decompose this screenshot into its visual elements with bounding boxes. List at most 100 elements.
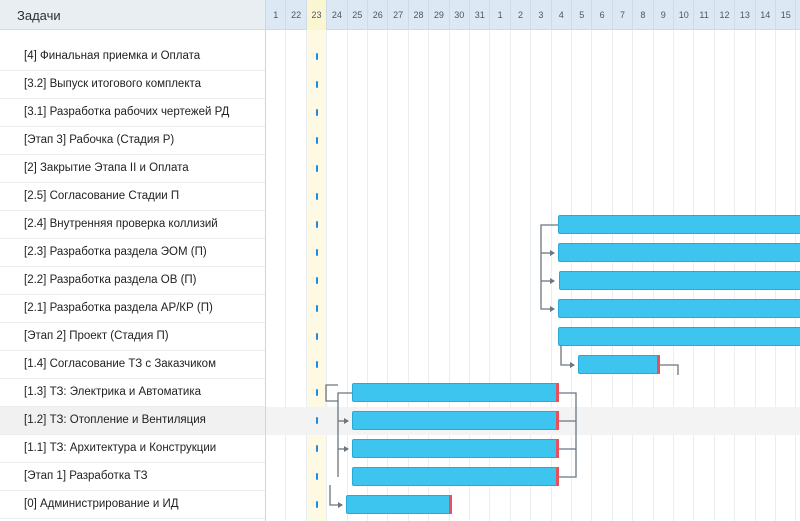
day-label: 7 (613, 0, 634, 30)
today-marker (315, 221, 318, 228)
today-marker (315, 53, 318, 60)
grid-column-line (346, 30, 348, 521)
gantt-bar[interactable] (352, 411, 559, 430)
task-row[interactable]: [Этап 1] Разработка ТЗ (0, 463, 265, 491)
gantt-bar[interactable] (558, 215, 800, 234)
day-label: 16 (796, 0, 800, 30)
task-label: [4] Финальная приемка и Оплата (24, 50, 201, 62)
grid-column-line (407, 30, 409, 521)
task-label: [3.2] Выпуск итогового комплекта (24, 78, 202, 90)
day-label: 13 (735, 0, 756, 30)
day-label: 28 (409, 0, 430, 30)
task-label: [2.4] Внутренняя проверка коллизий (24, 218, 218, 230)
task-row[interactable]: [3.1] Разработка рабочих чертежей РД (0, 99, 265, 127)
task-row[interactable]: [1.1] ТЗ: Архитектура и Конструкции (0, 435, 265, 463)
today-column (306, 30, 328, 521)
today-marker (315, 249, 318, 256)
task-label: [2.5] Согласование Стадии П (24, 190, 180, 202)
day-label: 10 (674, 0, 695, 30)
task-row[interactable]: [1.2] ТЗ: Отопление и Вентиляция (0, 407, 265, 435)
grid-column-line (489, 30, 491, 521)
task-row[interactable]: [1.4] Согласование ТЗ с Заказчиком (0, 351, 265, 379)
task-label: [2.1] Разработка раздела АР/КР (П) (24, 302, 213, 314)
task-row[interactable]: [3.2] Выпуск итогового комплекта (0, 71, 265, 99)
gantt-bar[interactable] (352, 383, 559, 402)
task-list-header[interactable]: Задачи (0, 0, 265, 30)
day-label: 4 (552, 0, 572, 30)
today-marker (315, 389, 318, 396)
task-row[interactable]: [Этап 2] Проект (Стадия П) (0, 323, 265, 351)
day-label: 25 (348, 0, 368, 30)
task-row[interactable]: [2.1] Разработка раздела АР/КР (П) (0, 295, 265, 323)
task-label: [1.4] Согласование ТЗ с Заказчиком (24, 358, 216, 370)
dependency-link (540, 224, 558, 310)
day-label: 6 (592, 0, 613, 30)
day-label: 2 (511, 0, 532, 30)
task-label: [2.2] Разработка раздела ОВ (П) (24, 274, 197, 286)
gantt-bar[interactable] (559, 271, 800, 290)
task-row[interactable]: [2.5] Согласование Стадии П (0, 183, 265, 211)
task-row[interactable]: [2] Закрытие Этапа II и Оплата (0, 155, 265, 183)
task-label: [2] Закрытие Этапа II и Оплата (24, 162, 189, 174)
timeline-header: 1 22 23 24 25 26 27 28 29 30 31 1 2 3 4 5 6 7 8 9 10 11 12 13 14… (266, 0, 800, 30)
bar-deadline-marker (556, 383, 559, 402)
gantt-bar[interactable] (578, 355, 660, 374)
today-marker (315, 81, 318, 88)
task-row[interactable]: [2.2] Разработка раздела ОВ (П) (0, 267, 265, 295)
grid-column-line (428, 30, 430, 521)
dependency-link (559, 392, 577, 478)
task-list-header-label: Задачи (17, 8, 61, 23)
task-label: [0] Администрирование и ИД (24, 498, 179, 510)
day-label: 8 (633, 0, 654, 30)
gantt-bar[interactable] (352, 467, 559, 486)
today-marker (315, 445, 318, 452)
day-label: 22 (286, 0, 307, 30)
day-label: 30 (450, 0, 470, 30)
today-marker (315, 473, 318, 480)
dependency-link (337, 392, 352, 477)
today-marker (315, 361, 318, 368)
dependency-link (329, 485, 342, 506)
gantt-bar[interactable] (558, 327, 800, 346)
bar-deadline-marker (556, 411, 559, 430)
task-row[interactable]: [Этап 3] Рабочка (Стадия Р) (0, 127, 265, 155)
task-label: [1.2] ТЗ: Отопление и Вентиляция (24, 414, 206, 426)
grid-column-line (448, 30, 450, 521)
task-label: [1.3] ТЗ: Электрика и Автоматика (24, 386, 202, 398)
task-panel: Задачи [4] Финальная приемка и Оплата [3.… (0, 0, 265, 521)
day-label: 11 (694, 0, 715, 30)
bar-deadline-marker (556, 439, 559, 458)
gantt-bar[interactable] (558, 243, 800, 262)
day-label: 9 (654, 0, 674, 30)
today-marker (315, 193, 318, 200)
gantt-bar[interactable] (346, 495, 452, 514)
day-label: 24 (327, 0, 348, 30)
task-row[interactable]: [4] Финальная приемка и Оплата (0, 43, 265, 71)
dependency-link (325, 384, 338, 402)
bar-deadline-marker (556, 467, 559, 486)
task-row[interactable]: [0] Администрирование и ИД (0, 491, 265, 519)
day-label: 1 (266, 0, 287, 30)
day-label: 29 (429, 0, 450, 30)
day-label: 5 (572, 0, 593, 30)
task-row[interactable]: [2.3] Разработка раздела ЭОМ (П) (0, 239, 265, 267)
grid-column-line (305, 30, 307, 521)
task-row[interactable]: [1.3] ТЗ: Электрика и Автоматика (0, 379, 265, 407)
gantt-bar[interactable] (352, 439, 559, 458)
gantt-bar[interactable] (558, 299, 800, 318)
task-row[interactable]: [2.4] Внутренняя проверка коллизий (0, 211, 265, 239)
today-marker (315, 137, 318, 144)
task-label: [2.3] Разработка раздела ЭОМ (П) (24, 246, 207, 258)
task-label: [Этап 2] Проект (Стадия П) (24, 330, 169, 342)
grid-column-line (367, 30, 368, 521)
today-marker (315, 333, 318, 340)
day-label: 27 (388, 0, 409, 30)
day-label: 15 (776, 0, 797, 30)
today-marker (315, 501, 318, 508)
day-label: 26 (368, 0, 389, 30)
today-marker (315, 417, 318, 424)
grid-column-line (326, 30, 328, 521)
day-label: 12 (715, 0, 736, 30)
task-label: [Этап 3] Рабочка (Стадия Р) (24, 134, 175, 146)
panel-divider[interactable] (265, 0, 266, 521)
